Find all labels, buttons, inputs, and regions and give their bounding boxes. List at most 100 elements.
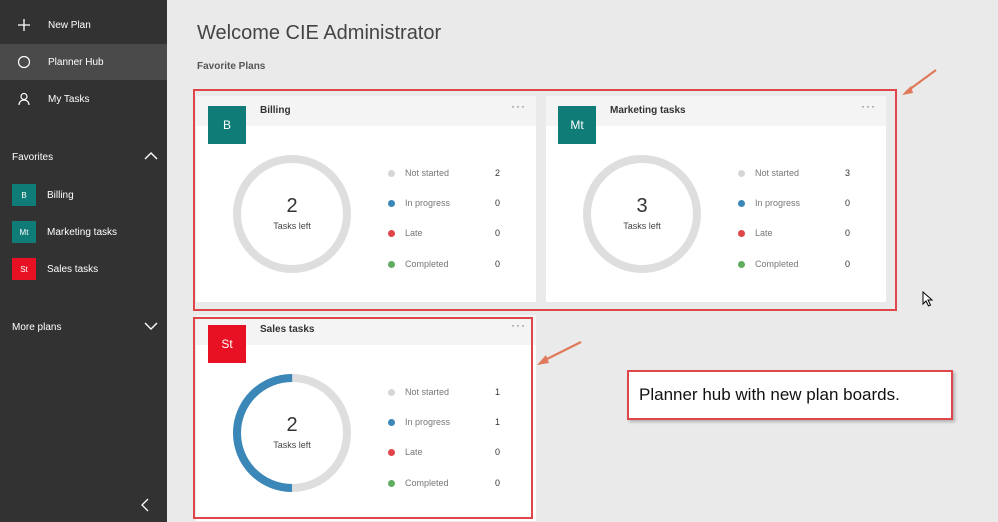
more-plans-header[interactable]: More plans xyxy=(12,321,158,334)
card-title: Sales tasks xyxy=(260,324,315,335)
legend-label: Completed xyxy=(405,259,449,269)
legend-label: Late xyxy=(755,228,773,238)
legend-completed: Completed 0 xyxy=(738,257,858,271)
arrow-annotation-bottom xyxy=(537,341,582,365)
more-options-icon[interactable]: ··· xyxy=(861,99,876,113)
legend-dot xyxy=(738,199,745,207)
legend-completed: Completed 0 xyxy=(388,476,508,490)
legend-dot xyxy=(388,479,395,487)
legend-dot xyxy=(738,169,745,177)
legend-dot xyxy=(388,448,395,456)
legend-completed: Completed 0 xyxy=(388,257,508,271)
tasks-left-count: 2 xyxy=(286,195,298,217)
legend-label: Not started xyxy=(755,168,800,178)
card-title: Billing xyxy=(260,105,291,116)
plan-avatar: St xyxy=(208,325,246,363)
favorites-label: Favorites xyxy=(12,152,54,163)
legend-dot xyxy=(388,169,395,177)
nav-my-tasks[interactable]: My Tasks xyxy=(0,81,167,117)
legend-dot xyxy=(388,199,395,207)
legend-count: 0 xyxy=(844,198,850,208)
nav-label: Planner Hub xyxy=(48,56,104,68)
tasks-donut-chart xyxy=(583,155,701,273)
plan-card-sales-tasks[interactable]: St Sales tasks ··· 2 Tasks left Not star… xyxy=(196,315,536,521)
favorite-plans-heading: Favorite Plans xyxy=(197,61,266,72)
legend-late: Late 0 xyxy=(738,226,858,240)
tasks-left-count: 3 xyxy=(636,195,648,217)
chevron-up-icon[interactable] xyxy=(144,151,158,164)
legend-dot xyxy=(388,388,395,396)
nav-new-plan[interactable]: New Plan xyxy=(0,7,167,43)
legend-dot xyxy=(388,418,395,426)
collapse-sidebar-icon[interactable] xyxy=(140,498,150,515)
arrow-annotation-top xyxy=(902,69,937,95)
in-progress-arc xyxy=(233,374,351,492)
plan-avatar: B xyxy=(12,184,36,206)
legend-count: 1 xyxy=(494,417,500,427)
more-options-icon[interactable]: ··· xyxy=(511,99,526,113)
legend-dot xyxy=(388,260,395,268)
legend-label: Late xyxy=(405,228,423,238)
legend-dot xyxy=(738,260,745,268)
legend-label: In progress xyxy=(755,198,801,208)
nav-label: My Tasks xyxy=(48,93,90,105)
tasks-left-label: Tasks left xyxy=(273,221,311,231)
legend-count: 0 xyxy=(494,259,500,269)
tasks-donut-chart xyxy=(233,374,351,492)
plan-card-billing[interactable]: B Billing ··· 2 Tasks left Not started 2… xyxy=(196,96,536,302)
favorite-label: Marketing tasks xyxy=(47,226,118,238)
mouse-cursor-icon xyxy=(922,291,934,307)
chevron-down-icon[interactable] xyxy=(144,321,158,334)
legend-label: Completed xyxy=(755,259,799,269)
legend-count: 1 xyxy=(494,387,500,397)
legend-dot xyxy=(388,229,395,237)
card-header xyxy=(196,315,536,345)
tasks-left-label: Tasks left xyxy=(623,221,661,231)
legend-dot xyxy=(738,229,745,237)
legend-label: In progress xyxy=(405,198,451,208)
card-header xyxy=(546,96,886,126)
tasks-donut-chart xyxy=(233,155,351,273)
legend-count: 0 xyxy=(494,198,500,208)
favorites-header[interactable]: Favorites xyxy=(12,151,158,164)
plan-avatar: Mt xyxy=(558,106,596,144)
favorite-sales-tasks[interactable]: St Sales tasks xyxy=(12,258,98,280)
sidebar: New Plan Planner Hub My Tasks Favorites … xyxy=(0,0,167,522)
plan-avatar: B xyxy=(208,106,246,144)
annotation-callout: Planner hub with new plan boards. xyxy=(627,370,953,420)
legend-late: Late 0 xyxy=(388,226,508,240)
plan-avatar: Mt xyxy=(12,221,36,243)
tasks-left-count: 2 xyxy=(286,414,298,436)
tasks-left-label: Tasks left xyxy=(273,440,311,450)
legend-count: 2 xyxy=(494,168,500,178)
person-icon xyxy=(0,92,48,106)
nav-planner-hub[interactable]: Planner Hub xyxy=(0,44,167,80)
legend-count: 0 xyxy=(844,228,850,238)
favorite-marketing-tasks[interactable]: Mt Marketing tasks xyxy=(12,221,117,243)
legend-label: Completed xyxy=(405,478,449,488)
legend-not-started: Not started 2 xyxy=(388,166,508,180)
legend-label: In progress xyxy=(405,417,451,427)
legend-in-progress: In progress 0 xyxy=(388,196,508,210)
legend-label: Not started xyxy=(405,168,450,178)
favorite-billing[interactable]: B Billing xyxy=(12,184,74,206)
legend-not-started: Not started 1 xyxy=(388,385,508,399)
legend-count: 0 xyxy=(844,259,850,269)
nav-label: New Plan xyxy=(48,19,91,31)
more-plans-label: More plans xyxy=(12,322,62,333)
legend-count: 0 xyxy=(494,447,500,457)
page-title: Welcome CIE Administrator xyxy=(197,22,442,44)
legend-in-progress: In progress 1 xyxy=(388,415,508,429)
favorite-label: Sales tasks xyxy=(47,263,99,275)
card-header xyxy=(196,96,536,126)
card-title: Marketing tasks xyxy=(610,105,686,116)
legend-in-progress: In progress 0 xyxy=(738,196,858,210)
circle-icon xyxy=(0,55,48,69)
legend-count: 3 xyxy=(844,168,850,178)
legend-count: 0 xyxy=(494,228,500,238)
more-options-icon[interactable]: ··· xyxy=(511,318,526,332)
legend-late: Late 0 xyxy=(388,445,508,459)
legend-label: Not started xyxy=(405,387,450,397)
plan-avatar: St xyxy=(12,258,36,280)
plan-card-marketing-tasks[interactable]: Mt Marketing tasks ··· 3 Tasks left Not … xyxy=(546,96,886,302)
